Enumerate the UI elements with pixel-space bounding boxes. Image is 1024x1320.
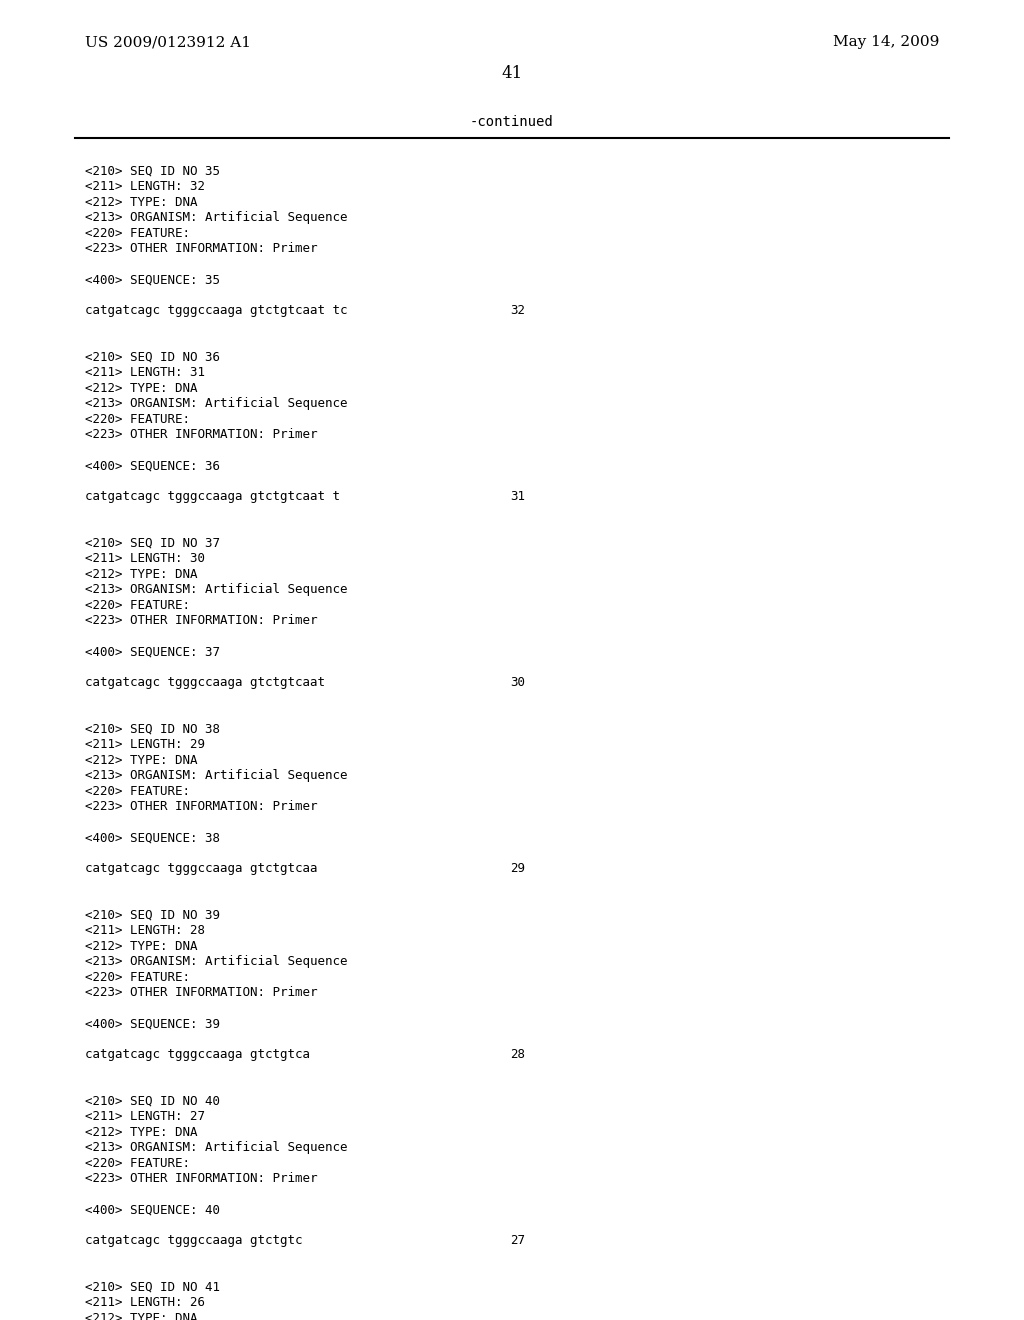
Text: <210> SEQ ID NO 39: <210> SEQ ID NO 39 <box>85 909 220 921</box>
Text: catgatcagc tgggccaaga gtctgtcaat: catgatcagc tgggccaaga gtctgtcaat <box>85 676 325 689</box>
Text: 32: 32 <box>510 305 525 318</box>
Text: US 2009/0123912 A1: US 2009/0123912 A1 <box>85 36 251 49</box>
Text: <212> TYPE: DNA: <212> TYPE: DNA <box>85 1126 198 1139</box>
Text: <400> SEQUENCE: 36: <400> SEQUENCE: 36 <box>85 459 220 473</box>
Text: <210> SEQ ID NO 40: <210> SEQ ID NO 40 <box>85 1096 220 1107</box>
Text: <400> SEQUENCE: 40: <400> SEQUENCE: 40 <box>85 1204 220 1217</box>
Text: 29: 29 <box>510 862 525 875</box>
Text: <211> LENGTH: 32: <211> LENGTH: 32 <box>85 181 205 194</box>
Text: <210> SEQ ID NO 36: <210> SEQ ID NO 36 <box>85 351 220 364</box>
Text: <212> TYPE: DNA: <212> TYPE: DNA <box>85 568 198 581</box>
Text: <211> LENGTH: 28: <211> LENGTH: 28 <box>85 924 205 937</box>
Text: <223> OTHER INFORMATION: Primer: <223> OTHER INFORMATION: Primer <box>85 800 317 813</box>
Text: <213> ORGANISM: Artificial Sequence: <213> ORGANISM: Artificial Sequence <box>85 583 347 597</box>
Text: <223> OTHER INFORMATION: Primer: <223> OTHER INFORMATION: Primer <box>85 243 317 256</box>
Text: <220> FEATURE:: <220> FEATURE: <box>85 227 190 240</box>
Text: <211> LENGTH: 29: <211> LENGTH: 29 <box>85 738 205 751</box>
Text: <213> ORGANISM: Artificial Sequence: <213> ORGANISM: Artificial Sequence <box>85 956 347 969</box>
Text: catgatcagc tgggccaaga gtctgtcaa: catgatcagc tgggccaaga gtctgtcaa <box>85 862 317 875</box>
Text: <213> ORGANISM: Artificial Sequence: <213> ORGANISM: Artificial Sequence <box>85 1142 347 1155</box>
Text: <210> SEQ ID NO 38: <210> SEQ ID NO 38 <box>85 723 220 737</box>
Text: catgatcagc tgggccaaga gtctgtc: catgatcagc tgggccaaga gtctgtc <box>85 1234 302 1247</box>
Text: catgatcagc tgggccaaga gtctgtcaat t: catgatcagc tgggccaaga gtctgtcaat t <box>85 491 340 503</box>
Text: <211> LENGTH: 31: <211> LENGTH: 31 <box>85 367 205 379</box>
Text: catgatcagc tgggccaaga gtctgtcaat tc: catgatcagc tgggccaaga gtctgtcaat tc <box>85 305 347 318</box>
Text: <213> ORGANISM: Artificial Sequence: <213> ORGANISM: Artificial Sequence <box>85 770 347 783</box>
Text: <212> TYPE: DNA: <212> TYPE: DNA <box>85 195 198 209</box>
Text: <223> OTHER INFORMATION: Primer: <223> OTHER INFORMATION: Primer <box>85 1172 317 1185</box>
Text: <400> SEQUENCE: 39: <400> SEQUENCE: 39 <box>85 1018 220 1031</box>
Text: 30: 30 <box>510 676 525 689</box>
Text: <223> OTHER INFORMATION: Primer: <223> OTHER INFORMATION: Primer <box>85 986 317 999</box>
Text: <210> SEQ ID NO 35: <210> SEQ ID NO 35 <box>85 165 220 178</box>
Text: <212> TYPE: DNA: <212> TYPE: DNA <box>85 754 198 767</box>
Text: <220> FEATURE:: <220> FEATURE: <box>85 599 190 612</box>
Text: <400> SEQUENCE: 37: <400> SEQUENCE: 37 <box>85 645 220 659</box>
Text: <220> FEATURE:: <220> FEATURE: <box>85 1158 190 1170</box>
Text: <211> LENGTH: 27: <211> LENGTH: 27 <box>85 1110 205 1123</box>
Text: <220> FEATURE:: <220> FEATURE: <box>85 972 190 983</box>
Text: <212> TYPE: DNA: <212> TYPE: DNA <box>85 940 198 953</box>
Text: <213> ORGANISM: Artificial Sequence: <213> ORGANISM: Artificial Sequence <box>85 397 347 411</box>
Text: <400> SEQUENCE: 35: <400> SEQUENCE: 35 <box>85 273 220 286</box>
Text: <223> OTHER INFORMATION: Primer: <223> OTHER INFORMATION: Primer <box>85 429 317 441</box>
Text: 31: 31 <box>510 491 525 503</box>
Text: -continued: -continued <box>470 115 554 129</box>
Text: May 14, 2009: May 14, 2009 <box>833 36 939 49</box>
Text: <210> SEQ ID NO 41: <210> SEQ ID NO 41 <box>85 1280 220 1294</box>
Text: <210> SEQ ID NO 37: <210> SEQ ID NO 37 <box>85 537 220 550</box>
Text: <211> LENGTH: 26: <211> LENGTH: 26 <box>85 1296 205 1309</box>
Text: <211> LENGTH: 30: <211> LENGTH: 30 <box>85 553 205 565</box>
Text: catgatcagc tgggccaaga gtctgtca: catgatcagc tgggccaaga gtctgtca <box>85 1048 310 1061</box>
Text: <400> SEQUENCE: 38: <400> SEQUENCE: 38 <box>85 832 220 845</box>
Text: <223> OTHER INFORMATION: Primer: <223> OTHER INFORMATION: Primer <box>85 615 317 627</box>
Text: <220> FEATURE:: <220> FEATURE: <box>85 413 190 426</box>
Text: <212> TYPE: DNA: <212> TYPE: DNA <box>85 381 198 395</box>
Text: <213> ORGANISM: Artificial Sequence: <213> ORGANISM: Artificial Sequence <box>85 211 347 224</box>
Text: <220> FEATURE:: <220> FEATURE: <box>85 785 190 799</box>
Text: 41: 41 <box>502 65 522 82</box>
Text: <212> TYPE: DNA: <212> TYPE: DNA <box>85 1312 198 1320</box>
Text: 28: 28 <box>510 1048 525 1061</box>
Text: 27: 27 <box>510 1234 525 1247</box>
